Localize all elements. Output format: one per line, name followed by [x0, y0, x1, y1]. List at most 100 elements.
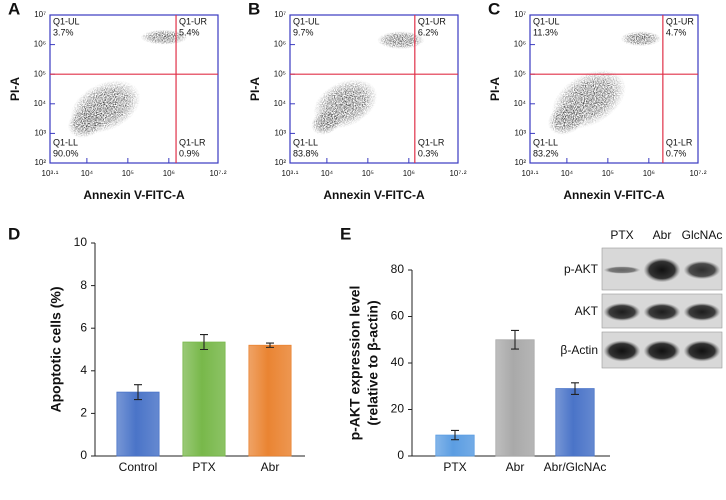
cell-cloud [377, 31, 425, 50]
quadrant-name: Q1-UR [418, 16, 447, 26]
y-axis-label: (relative to β-actin) [365, 300, 381, 425]
panel-letter: A [8, 0, 20, 18]
y-tick-label: 10³ [274, 129, 286, 138]
x-tick-label: 10⁶ [643, 169, 655, 178]
y-tick-label: 4 [80, 363, 87, 377]
plot-frame [529, 14, 699, 164]
x-tick-label: 10³·¹ [282, 169, 299, 178]
cell-cloud [547, 102, 586, 135]
quadrant-name: Q1-LL [53, 137, 78, 147]
blot-band [683, 340, 721, 362]
blot-column-label: GlcNAc [682, 228, 723, 242]
blot-row-label: β-Actin [560, 343, 598, 357]
x-tick-label: 10⁷·² [689, 169, 706, 178]
y-axis-label: PI-A [8, 77, 22, 101]
blot-band [683, 260, 721, 280]
y-tick-label: 10⁴ [514, 99, 527, 108]
y-tick-label: 10 [74, 235, 88, 249]
y-axis-label: p-AKT expression level [347, 286, 363, 441]
quadrant-percent: 0.7% [666, 148, 687, 158]
y-axis-label: PI-A [488, 77, 502, 101]
y-tick-label: 60 [391, 309, 405, 323]
quadrant-name: Q1-UL [53, 16, 80, 26]
error-bar [266, 342, 274, 348]
y-tick-label: 20 [391, 402, 405, 416]
blot-band [683, 302, 721, 322]
x-tick-label: 10⁵ [122, 169, 134, 178]
quadrant-percent: 0.3% [418, 148, 439, 158]
blot-band [643, 302, 681, 322]
y-tick-label: 10⁵ [514, 69, 526, 78]
y-tick-label: 80 [391, 262, 405, 276]
cell-cloud [67, 105, 106, 138]
x-tick-label: 10⁶ [403, 169, 415, 178]
x-tick-label: Abr/GlcNAc [544, 460, 607, 474]
cloud-group [67, 29, 188, 138]
x-tick-label: 10⁵ [602, 169, 614, 178]
quadrant-name: Q1-UR [666, 16, 695, 26]
error-bar [134, 384, 142, 401]
x-tick-label: PTX [443, 460, 466, 474]
x-tick-label: 10⁶ [163, 169, 175, 178]
x-tick-label: 10⁴ [81, 169, 94, 178]
error-bar [200, 334, 208, 351]
panel-letter: C [488, 0, 500, 18]
error-bar [451, 429, 459, 441]
quadrant-name: Q1-LR [179, 137, 206, 147]
quadrant-name: Q1-LR [418, 137, 445, 147]
y-tick-label: 10⁵ [274, 69, 286, 78]
blot-band [603, 340, 641, 362]
blot-band [643, 340, 681, 362]
x-tick-label: 10⁴ [321, 169, 334, 178]
cell-cloud [311, 108, 343, 135]
x-tick-label: PTX [192, 460, 215, 474]
x-tick-label: Control [119, 460, 158, 474]
blot-band [603, 302, 641, 322]
x-tick-label: 10⁷·² [449, 169, 466, 178]
y-tick-label: 10³ [34, 129, 46, 138]
panel-letter: E [340, 224, 351, 243]
blot-column-label: PTX [610, 228, 633, 242]
y-tick-label: 10⁶ [34, 40, 46, 49]
y-tick-label: 10² [274, 158, 286, 167]
quadrant-percent: 6.2% [418, 27, 439, 37]
x-tick-label: 10⁵ [362, 169, 374, 178]
quadrant-percent: 4.7% [666, 27, 687, 37]
quadrant-name: Q1-LL [533, 137, 558, 147]
y-tick-label: 10³ [514, 129, 526, 138]
x-tick-label: 10⁴ [561, 169, 574, 178]
quadrant-percent: 3.7% [53, 27, 74, 37]
cloud-group [547, 31, 662, 135]
quadrant-percent: 9.7% [293, 27, 314, 37]
bar [248, 344, 292, 457]
bar [495, 339, 535, 457]
bar [116, 391, 160, 457]
y-tick-label: 10⁶ [514, 40, 526, 49]
blot-row-label: AKT [575, 304, 599, 318]
y-tick-label: 40 [391, 355, 405, 369]
y-tick-label: 10⁴ [274, 99, 287, 108]
quadrant-percent: 5.4% [179, 27, 200, 37]
y-tick-label: 0 [80, 448, 87, 462]
blot-column-label: Abr [653, 228, 672, 242]
plot-frame [289, 14, 459, 164]
quadrant-name: Q1-UR [179, 16, 208, 26]
quadrant-name: Q1-LL [293, 137, 318, 147]
y-tick-label: 2 [80, 406, 87, 420]
x-axis-label: Annexin V-FITC-A [323, 188, 425, 202]
plot-frame [49, 14, 219, 164]
x-axis-label: Annexin V-FITC-A [563, 188, 665, 202]
quadrant-percent: 0.9% [179, 148, 200, 158]
y-tick-label: 8 [80, 278, 87, 292]
y-tick-label: 6 [80, 320, 87, 334]
quadrant-percent: 90.0% [53, 148, 79, 158]
panel-letter: B [248, 0, 260, 18]
x-tick-label: 10³·¹ [522, 169, 539, 178]
x-tick-label: 10³·¹ [42, 169, 59, 178]
blot-band [643, 257, 681, 283]
y-axis-label: Apoptotic cells (%) [48, 286, 64, 412]
y-tick-label: 10⁵ [34, 69, 46, 78]
quadrant-name: Q1-UL [293, 16, 320, 26]
y-tick-label: 10⁷ [274, 10, 286, 19]
